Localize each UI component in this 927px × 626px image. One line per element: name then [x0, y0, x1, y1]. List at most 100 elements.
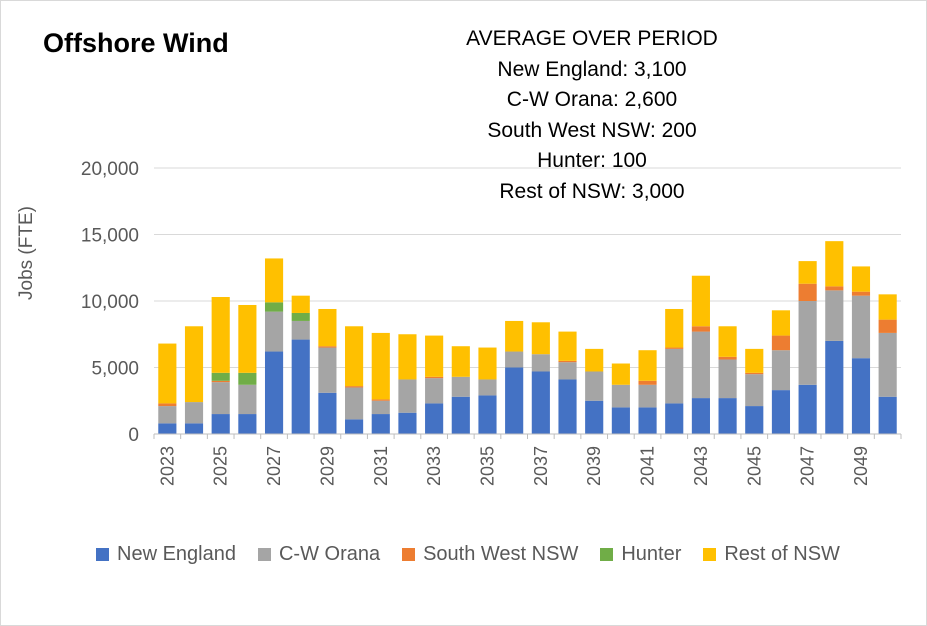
- bar-segment-rest-of-nsw: [318, 308, 337, 347]
- bar-segment-c-w-orana: [345, 387, 364, 420]
- bar-segment-c-w-orana: [451, 376, 470, 397]
- x-tick-label: 2033: [424, 446, 444, 486]
- bar-segment-rest-of-nsw: [611, 363, 630, 385]
- bar-segment-rest-of-nsw: [505, 320, 524, 352]
- bar-segment-new-england: [691, 398, 710, 434]
- annotation-line: C-W Orana: 2,600: [506, 88, 678, 111]
- bar-segment-c-w-orana: [184, 402, 204, 424]
- legend-item-south-west-nsw: South West NSW: [402, 543, 578, 566]
- bar-segment-new-england: [771, 390, 791, 434]
- bar-segment-south-west-nsw: [638, 380, 657, 385]
- x-tick-label: 2045: [744, 446, 764, 486]
- x-tick-label: 2039: [584, 446, 604, 486]
- legend: New England C-W Orana South West NSW Hun…: [96, 543, 840, 566]
- bar-segment-new-england: [798, 384, 817, 434]
- bar-segment-new-england: [451, 396, 470, 434]
- legend-item-hunter: Hunter: [600, 543, 681, 566]
- bar-segment-rest-of-nsw: [158, 343, 177, 404]
- bar-segment-c-w-orana: [371, 400, 390, 415]
- bar-segment-new-england: [878, 396, 897, 434]
- bar-segment-rest-of-nsw: [798, 261, 817, 284]
- bar-segment-rest-of-nsw: [184, 326, 204, 403]
- legend-item-new-england: New England: [96, 543, 236, 566]
- legend-label: South West NSW: [423, 543, 579, 565]
- bar-segment-south-west-nsw: [425, 376, 444, 379]
- bar-segment-south-west-nsw: [771, 335, 791, 351]
- bar-segment-new-england: [345, 419, 364, 434]
- bar-segment-hunter: [211, 372, 230, 381]
- bar-segment-c-w-orana: [691, 331, 710, 399]
- bar-segment-new-england: [371, 414, 390, 434]
- bar-segment-rest-of-nsw: [264, 258, 284, 303]
- bar-segment-rest-of-nsw: [718, 326, 737, 357]
- bar-segment-c-w-orana: [505, 351, 524, 368]
- bar-segment-c-w-orana: [825, 290, 844, 341]
- x-tick-label: 2031: [371, 446, 391, 486]
- bar-segment-c-w-orana: [238, 384, 257, 415]
- bar-segment-south-west-nsw: [665, 347, 684, 349]
- bar-segment-south-west-nsw: [318, 346, 337, 348]
- y-tick-label: 0: [128, 425, 139, 446]
- bar-segment-rest-of-nsw: [745, 348, 764, 373]
- annotation-line: New England: 3,100: [497, 57, 687, 81]
- chart-title: Offshore Wind: [43, 28, 229, 58]
- legend-swatch: [600, 548, 614, 561]
- x-tick-label: 2043: [691, 446, 711, 486]
- y-tick-label: 5,000: [91, 359, 139, 380]
- bar-segment-new-england: [825, 340, 844, 434]
- bar-segment-c-w-orana: [531, 354, 550, 372]
- bar-segment-hunter: [238, 372, 257, 385]
- bar-segment-c-w-orana: [291, 320, 310, 340]
- bar-segment-rest-of-nsw: [211, 297, 230, 373]
- bar-segment-south-west-nsw: [825, 286, 844, 291]
- bar-segment-rest-of-nsw: [771, 310, 791, 336]
- x-tick-label: 2041: [638, 446, 658, 486]
- bar-segment-south-west-nsw: [558, 360, 577, 363]
- bar-segment-new-england: [665, 403, 684, 434]
- bar-segment-rest-of-nsw: [371, 332, 390, 400]
- bar-segment-rest-of-nsw: [345, 326, 364, 387]
- bar-segment-hunter: [291, 312, 310, 321]
- annotation-line: Rest of NSW: 3,000: [499, 179, 685, 203]
- legend-label: Hunter: [621, 543, 682, 565]
- bar-segment-rest-of-nsw: [451, 346, 470, 377]
- bar-segment-rest-of-nsw: [665, 308, 684, 348]
- legend-label: New England: [117, 543, 236, 565]
- bar-segment-hunter: [264, 302, 284, 312]
- legend-swatch: [257, 548, 271, 561]
- x-tick-label: 2037: [531, 446, 551, 486]
- bar-segment-new-england: [505, 367, 524, 434]
- bar-segment-new-england: [745, 406, 764, 434]
- bar-segment-new-england: [558, 379, 577, 434]
- bar-segment-rest-of-nsw: [291, 295, 310, 313]
- bar-segment-c-w-orana: [718, 359, 737, 399]
- bar-segment-new-england: [425, 403, 444, 434]
- bar-segment-rest-of-nsw: [878, 294, 897, 320]
- bar-segment-new-england: [264, 351, 284, 434]
- annotation-line: South West NSW: 200: [487, 118, 697, 142]
- bar-segment-new-england: [611, 407, 630, 434]
- bar-segment-c-w-orana: [611, 384, 630, 408]
- bar-segment-c-w-orana: [398, 379, 417, 413]
- bar-segment-c-w-orana: [851, 295, 871, 359]
- bar-segment-c-w-orana: [478, 379, 497, 396]
- bar-segment-rest-of-nsw: [851, 266, 871, 292]
- bar-segment-rest-of-nsw: [425, 335, 444, 377]
- bar-segment-c-w-orana: [771, 350, 791, 391]
- bar-segment-rest-of-nsw: [238, 304, 257, 373]
- bar-segment-south-west-nsw: [878, 319, 897, 333]
- x-tick-label: 2029: [317, 446, 337, 486]
- bar-segment-c-w-orana: [264, 311, 284, 352]
- y-tick-label: 15,000: [81, 226, 139, 247]
- bar-segment-new-england: [184, 423, 204, 434]
- bar-segment-new-england: [718, 398, 737, 434]
- bar-segment-south-west-nsw: [371, 399, 390, 401]
- bar-segment-south-west-nsw: [691, 326, 710, 332]
- bar-segment-rest-of-nsw: [478, 347, 497, 380]
- x-tick-label: 2025: [211, 446, 231, 486]
- bar-segment-c-w-orana: [425, 378, 444, 404]
- bar-segment-new-england: [398, 412, 417, 434]
- bar-segment-rest-of-nsw: [398, 334, 417, 380]
- legend-label: C-W Orana: [278, 543, 381, 565]
- bar-segment-south-west-nsw: [718, 356, 737, 360]
